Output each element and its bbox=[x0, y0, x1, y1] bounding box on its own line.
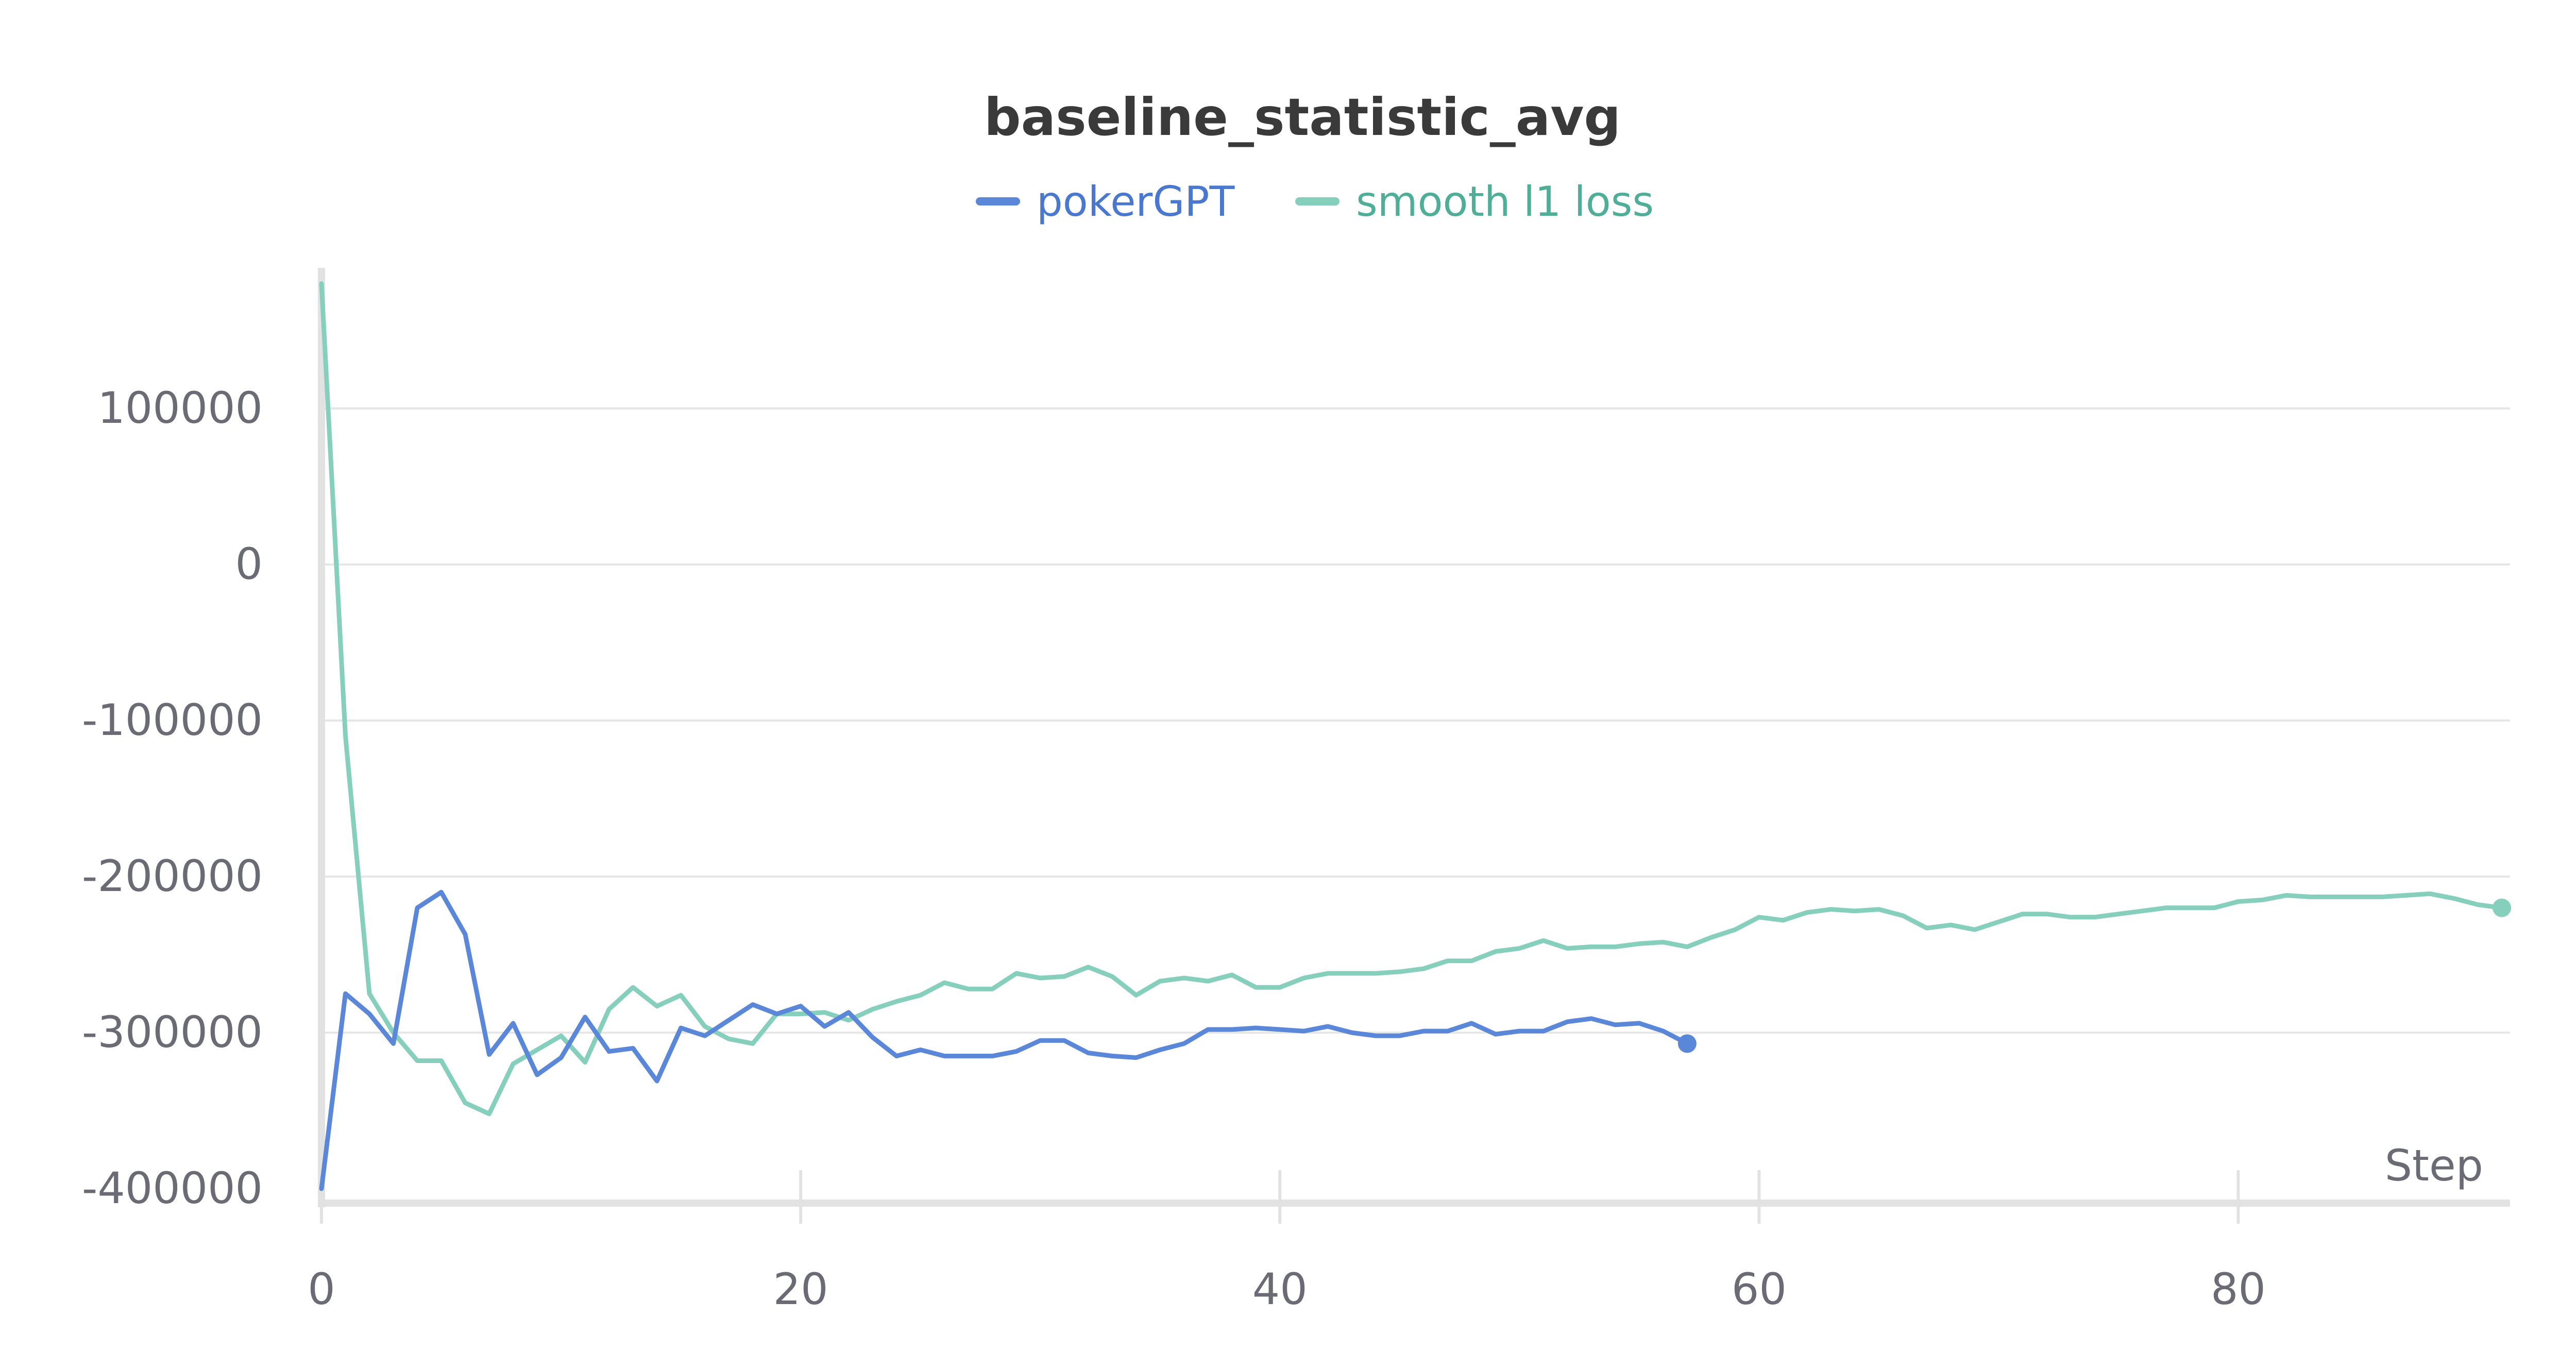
y-tick-label: -300000 bbox=[82, 1007, 263, 1057]
y-tick-label: 0 bbox=[235, 539, 263, 589]
series bbox=[319, 281, 2511, 1191]
legend-item-pokergpt[interactable]: pokerGPT bbox=[976, 178, 1235, 226]
series-line-pokergpt[interactable] bbox=[319, 889, 1690, 1191]
x-tick-label: 0 bbox=[308, 1264, 335, 1314]
x-tick-label: 80 bbox=[2211, 1264, 2266, 1314]
x-tick-label: 60 bbox=[1732, 1264, 1787, 1314]
y-tick-label: 100000 bbox=[97, 383, 263, 433]
legend: pokerGPT smooth l1 loss bbox=[976, 178, 1654, 226]
x-tick-label: 40 bbox=[1252, 1264, 1308, 1314]
series-endpoint-smooth-l1-loss[interactable] bbox=[2493, 898, 2511, 917]
chart-title: baseline_statistic_avg bbox=[984, 87, 1621, 147]
x-axis-label: Step bbox=[2385, 1140, 2483, 1191]
legend-item-smooth-l1-loss[interactable]: smooth l1 loss bbox=[1295, 178, 1654, 226]
series-line-smooth-l1-loss[interactable] bbox=[319, 281, 2504, 1117]
grid bbox=[321, 407, 2510, 1034]
x-tick-label: 20 bbox=[773, 1264, 828, 1314]
legend-label: smooth l1 loss bbox=[1356, 178, 1654, 226]
y-tick-label: -100000 bbox=[82, 695, 263, 745]
series-endpoint-pokergpt[interactable] bbox=[1677, 1034, 1697, 1053]
y-tick-label: -200000 bbox=[82, 851, 263, 901]
legend-label: pokerGPT bbox=[1037, 178, 1235, 226]
axes: 100000 0 -100000 -200000 -300000 -400000 0 20 40… bbox=[82, 268, 2510, 1314]
y-tick-label: -400000 bbox=[82, 1163, 263, 1213]
